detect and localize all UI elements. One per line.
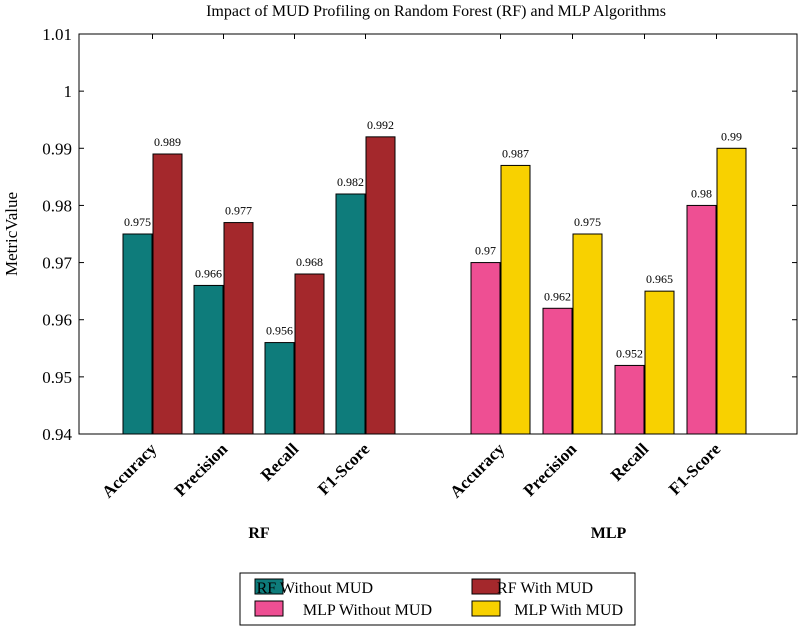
- legend-label: MLP With MUD: [514, 602, 623, 619]
- bar: [365, 136, 396, 435]
- data-label-bg: [568, 214, 607, 230]
- bar: [335, 193, 366, 435]
- bar: [294, 273, 325, 435]
- legend-label: RF Without MUD: [257, 580, 373, 597]
- y-tick-label: 0.94: [42, 425, 72, 444]
- data-label-bg: [538, 288, 577, 305]
- y-tick-label: 1.01: [42, 25, 72, 44]
- bar: [223, 222, 254, 435]
- data-label-bg: [189, 265, 228, 282]
- data-label: 0.98: [691, 186, 712, 200]
- bar: [542, 307, 573, 435]
- data-label: 0.952: [616, 346, 643, 360]
- data-label: 0.962: [544, 289, 571, 303]
- bar: [193, 284, 224, 435]
- data-label-bg: [361, 116, 400, 133]
- y-tick-label: 0.98: [42, 196, 72, 215]
- plot-frame: [78, 33, 798, 435]
- bar: [264, 342, 295, 435]
- data-label-bg: [496, 145, 535, 162]
- data-label: 0.966: [195, 266, 222, 280]
- y-axis-title: MetricValue: [2, 192, 21, 276]
- y-tick-label: 0.96: [42, 311, 72, 330]
- data-label-bg: [118, 214, 157, 230]
- data-label-bg: [331, 174, 370, 190]
- x-tick-label: F1-Score: [314, 439, 374, 499]
- data-label-bg: [219, 202, 258, 219]
- data-label: 0.982: [337, 175, 364, 189]
- chart-title: Impact of MUD Profiling on Random Forest…: [206, 3, 666, 20]
- x-tick-label: Precision: [171, 439, 232, 500]
- y-tick-label: 0.95: [42, 368, 72, 387]
- data-label-bg: [469, 242, 502, 259]
- legend-swatch: [471, 578, 501, 595]
- data-label: 0.987: [502, 146, 529, 160]
- bar: [122, 233, 153, 435]
- data-label-bg: [290, 254, 329, 270]
- data-label-bg: [610, 345, 649, 362]
- x-tick-label: F1-Score: [665, 439, 725, 499]
- x-tick-label: Accuracy: [446, 439, 509, 502]
- group-label: MLP: [591, 525, 627, 542]
- bar: [470, 262, 501, 435]
- bar: [644, 290, 675, 435]
- legend-swatch: [254, 600, 284, 617]
- data-label: 0.97: [475, 244, 496, 258]
- legend-label: RF With MUD: [497, 580, 593, 597]
- plot-area: 0.94 0.95 0.96 0.97 0.98 0.99 1 1.01 0.975 0.989 A…: [42, 25, 798, 542]
- data-label: 0.975: [124, 215, 151, 229]
- group-label: RF: [248, 525, 270, 542]
- bar: [614, 364, 645, 435]
- y-tick-label: 0.99: [42, 139, 72, 158]
- data-label: 0.99: [721, 129, 742, 143]
- data-label-bg: [260, 322, 299, 339]
- legend-swatch: [471, 600, 501, 617]
- bar: [500, 164, 531, 435]
- data-label-bg: [148, 134, 187, 150]
- data-label-bg: [640, 271, 679, 288]
- data-label: 0.977: [225, 204, 252, 218]
- data-label: 0.968: [296, 255, 323, 269]
- bar: [572, 233, 603, 435]
- data-label: 0.989: [154, 135, 181, 149]
- legend: RF Without MUD RF With MUD MLP Without MUD…: [239, 572, 636, 626]
- x-tick-label: Precision: [520, 439, 581, 500]
- data-label-bg: [715, 128, 748, 145]
- data-label: 0.975: [574, 215, 601, 229]
- data-label-bg: [685, 185, 718, 202]
- bar: [716, 147, 747, 435]
- data-label: 0.956: [266, 324, 293, 338]
- y-tick-label: 1: [64, 82, 73, 101]
- legend-swatch: [254, 578, 284, 595]
- legend-label: MLP Without MUD: [303, 602, 432, 619]
- bar: [686, 204, 717, 435]
- legend-box: [239, 572, 636, 626]
- bar: [152, 153, 183, 435]
- y-tick-label: 0.97: [42, 254, 72, 273]
- data-label: 0.992: [367, 118, 394, 132]
- data-label: 0.965: [646, 272, 673, 286]
- x-tick-label: Recall: [607, 439, 653, 485]
- x-tick-label: Recall: [257, 439, 303, 485]
- x-tick-label: Accuracy: [98, 439, 161, 502]
